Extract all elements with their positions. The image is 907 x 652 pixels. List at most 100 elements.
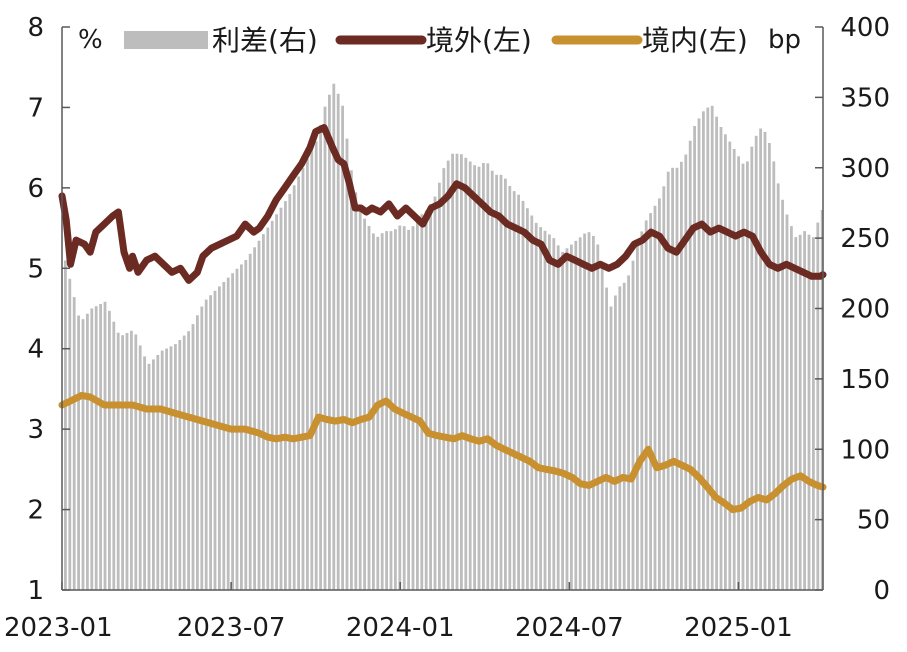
spread-bar xyxy=(763,132,767,590)
x-tick-label: 2023-07 xyxy=(177,613,286,643)
spread-bar xyxy=(297,176,300,590)
spread-bar xyxy=(99,304,102,590)
spread-bar xyxy=(609,306,613,590)
spread-bar xyxy=(218,286,221,590)
x-tick-label: 2023-01 xyxy=(4,613,113,643)
spread-bar xyxy=(468,161,472,590)
spread-bar xyxy=(90,308,94,590)
spread-bar xyxy=(482,163,485,590)
spread-bar xyxy=(688,140,692,590)
spread-bar xyxy=(411,226,415,590)
right-tick-label: 400 xyxy=(840,13,890,43)
spread-bar xyxy=(332,83,336,590)
spread-bar xyxy=(187,331,190,590)
spread-bar xyxy=(618,286,622,590)
spread-bar xyxy=(314,141,318,591)
spread-bar xyxy=(152,359,155,590)
spread-bar xyxy=(649,213,652,590)
spread-bar xyxy=(178,340,182,590)
spread-bar xyxy=(570,244,573,590)
spread-bar xyxy=(72,297,76,590)
spread-bar xyxy=(662,186,666,591)
spread-bar xyxy=(455,153,459,590)
spread-bar xyxy=(785,214,789,590)
spread-bar xyxy=(473,165,476,590)
spread-bar xyxy=(552,238,556,590)
spread-bar xyxy=(376,236,380,591)
right-tick-label: 300 xyxy=(840,154,890,184)
spread-bar xyxy=(301,167,305,590)
spread-bar xyxy=(284,201,287,590)
right-axis-ticks: 0 50 100 150 200 250 300 350 400 xyxy=(815,13,890,606)
left-tick-label: 7 xyxy=(27,93,44,123)
right-tick-label: 200 xyxy=(840,295,890,325)
spread-bar xyxy=(768,143,771,590)
spread-bar xyxy=(191,324,195,590)
spread-bar xyxy=(724,134,727,591)
spread-bar xyxy=(790,226,793,590)
spread-bar xyxy=(759,128,762,590)
spread-bar xyxy=(539,227,542,590)
spread-bar xyxy=(64,260,67,590)
spread-bar xyxy=(574,240,578,590)
spread-bar xyxy=(605,287,608,590)
spread-bar xyxy=(350,170,353,591)
left-axis-ticks: 1 2 3 4 5 6 7 8 xyxy=(27,13,70,606)
spread-bar xyxy=(306,158,309,590)
spread-bar xyxy=(495,174,498,591)
spread-bar xyxy=(561,251,564,590)
spread-bar xyxy=(253,247,256,591)
spread-bar xyxy=(543,230,547,591)
left-tick-label: 8 xyxy=(27,13,44,43)
spread-bar xyxy=(328,94,331,590)
spread-bar xyxy=(719,127,723,590)
spread-bar xyxy=(737,156,740,591)
legend-onshore-label: 境内(左) xyxy=(642,24,748,57)
spread-bar xyxy=(209,295,212,590)
spread-bar xyxy=(504,178,507,590)
spread-bar xyxy=(424,210,428,590)
spread-bar xyxy=(204,299,208,590)
onshore-line xyxy=(58,391,827,514)
spread-bar xyxy=(776,183,780,590)
right-tick-label: 350 xyxy=(840,83,890,113)
spread-bar xyxy=(512,191,516,590)
spread-bar xyxy=(741,163,745,590)
spread-bar xyxy=(420,214,424,591)
spread-bar xyxy=(169,346,173,590)
spread-bar xyxy=(640,231,644,590)
spread-bar xyxy=(292,185,296,591)
spread-bar xyxy=(556,245,560,590)
spread-bar xyxy=(275,214,278,591)
spread-bar xyxy=(433,196,437,590)
spread-bar xyxy=(380,233,384,590)
spread-bar xyxy=(631,260,635,590)
spread-bar xyxy=(363,218,366,590)
spread-bar xyxy=(81,319,85,590)
right-axis-unit: bp xyxy=(768,25,801,55)
right-tick-label: 50 xyxy=(857,506,890,536)
spread-bar xyxy=(754,135,758,591)
spread-bar xyxy=(134,334,138,590)
spread-bar xyxy=(438,182,441,590)
spread-bar xyxy=(614,295,617,590)
spread-bar xyxy=(196,315,199,590)
spread-bar xyxy=(666,171,670,590)
spread-bar xyxy=(706,107,710,590)
x-tick-label: 2024-07 xyxy=(515,613,624,643)
spread-bar xyxy=(112,321,116,590)
spread-bar xyxy=(389,231,393,590)
spread-bar xyxy=(147,363,151,590)
spread-bar xyxy=(358,211,362,590)
spread-bar xyxy=(490,170,494,590)
spread-bar xyxy=(587,232,591,590)
x-tick-label: 2024-01 xyxy=(346,613,455,643)
right-tick-label: 0 xyxy=(873,576,890,606)
spread-bar xyxy=(653,205,657,591)
spread-bar xyxy=(402,226,406,590)
spread-bar xyxy=(226,277,230,590)
left-tick-label: 6 xyxy=(27,174,44,204)
spread-bar xyxy=(772,161,776,590)
spread-bar xyxy=(627,275,630,590)
left-tick-label: 5 xyxy=(27,254,44,284)
